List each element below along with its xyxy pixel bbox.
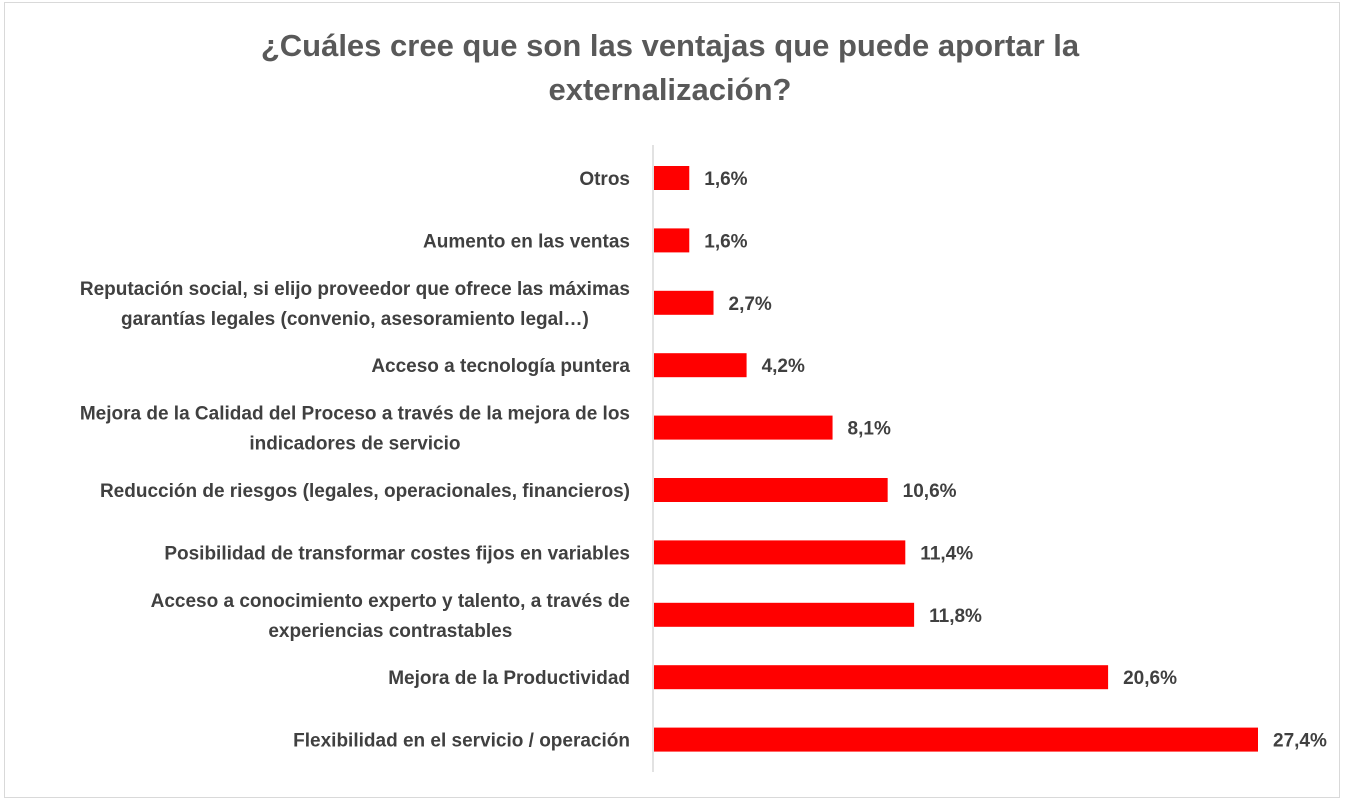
category-label: Reputación social, si elijo proveedor qu… — [80, 279, 630, 330]
data-label: 20,6% — [1123, 668, 1177, 689]
category-label: Mejora de la Productividad — [388, 668, 630, 689]
category-label: Flexibilidad en el servicio / operación — [293, 731, 630, 752]
chart-title: ¿Cuáles cree que son las ventajas que pu… — [170, 24, 1170, 112]
data-label: 2,7% — [729, 294, 772, 315]
data-label: 11,4% — [920, 543, 973, 564]
data-label: 1,6% — [704, 231, 747, 252]
bar — [654, 290, 714, 315]
bar — [654, 602, 915, 627]
data-label: 27,4% — [1273, 731, 1327, 752]
category-label: Reducción de riesgos (legales, operacion… — [100, 481, 630, 502]
data-label: 4,2% — [762, 356, 805, 377]
data-label: 1,6% — [704, 169, 747, 190]
bar — [654, 353, 747, 378]
category-label: Aumento en las ventas — [423, 231, 630, 252]
bar — [654, 478, 888, 502]
bar — [654, 665, 1109, 690]
data-label: 10,6% — [903, 481, 957, 502]
category-label: Posibilidad de transformar costes fijos … — [164, 543, 630, 564]
bar — [654, 727, 1258, 752]
data-label: 8,1% — [848, 419, 891, 440]
bar — [654, 228, 690, 253]
category-label: Acceso a conocimiento experto y talento,… — [151, 591, 630, 642]
category-label: Acceso a tecnología puntera — [371, 356, 630, 377]
chart-title-line-2: externalización? — [548, 72, 792, 107]
bar — [654, 540, 906, 565]
chart-title-line-1: ¿Cuáles cree que son las ventajas que pu… — [260, 28, 1080, 63]
data-label: 11,8% — [929, 606, 982, 627]
bar — [654, 166, 690, 190]
category-label: Otros — [579, 169, 630, 190]
category-label: Mejora de la Calidad del Proceso a travé… — [80, 404, 630, 455]
bar — [654, 415, 833, 440]
